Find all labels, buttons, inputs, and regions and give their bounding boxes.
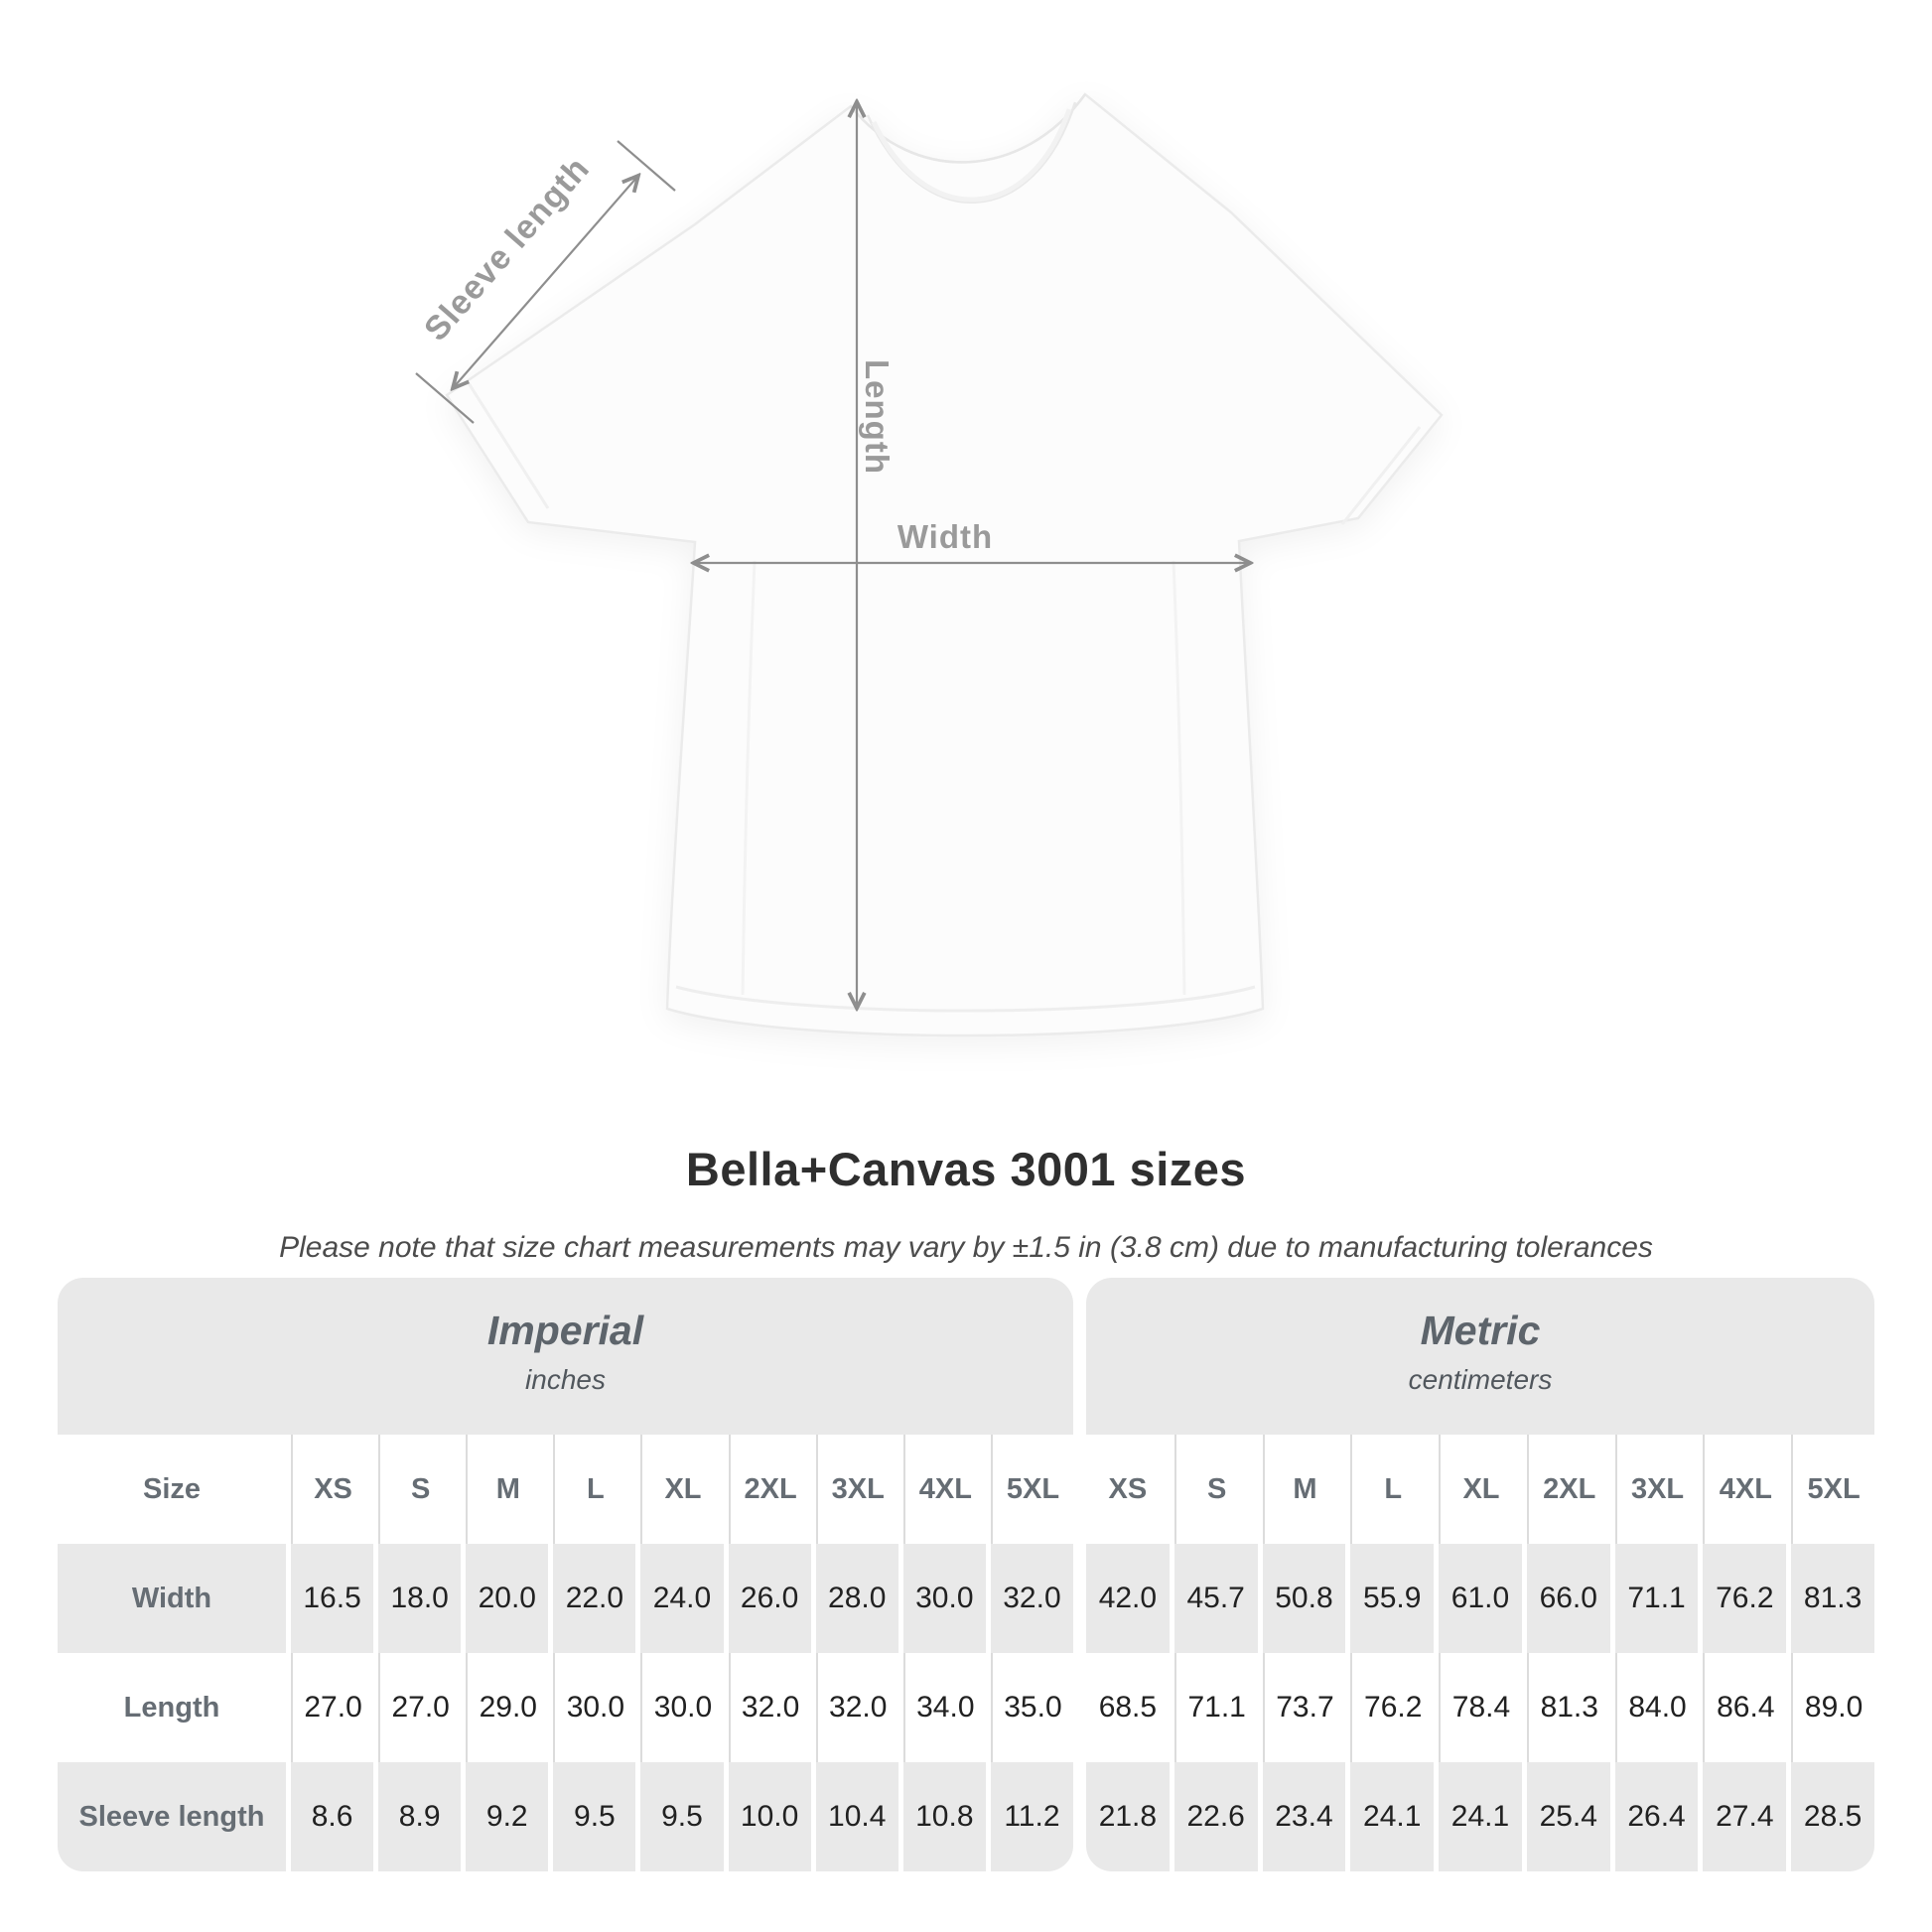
- unit-group-unit: inches: [525, 1363, 606, 1395]
- value-cell: 26.0: [728, 1544, 811, 1653]
- value-cell: 86.4: [1703, 1653, 1787, 1762]
- size-col-header: XS: [291, 1435, 374, 1544]
- size-col-header: 5XL: [1791, 1435, 1874, 1544]
- value-cell: 22.6: [1173, 1762, 1258, 1871]
- imperial-header: Imperial inches: [58, 1278, 1073, 1435]
- value-cell: 10.0: [728, 1762, 811, 1871]
- size-col-header: XL: [640, 1435, 724, 1544]
- value-cell: 71.1: [1614, 1544, 1699, 1653]
- value-cell: 18.0: [378, 1544, 462, 1653]
- value-cell: 24.1: [1439, 1762, 1522, 1871]
- size-col-header: S: [1173, 1435, 1258, 1544]
- value-cell: 81.3: [1526, 1653, 1610, 1762]
- value-cell: 68.5: [1086, 1653, 1170, 1762]
- tshirt-diagram: Length Width Sleeve length: [415, 92, 1444, 1037]
- value-cell: 11.2: [990, 1762, 1073, 1871]
- metric-block: Metric centimeters XS S M L XL 2XL 3XL 4XL 5XL 42…: [1086, 1278, 1874, 1871]
- unit-group-name: Metric: [1420, 1307, 1541, 1353]
- value-cell: 23.4: [1262, 1762, 1346, 1871]
- width-label: Width: [897, 518, 993, 555]
- value-cell: 22.0: [553, 1544, 636, 1653]
- value-cell: 26.4: [1614, 1762, 1699, 1871]
- length-label: Length: [859, 359, 896, 475]
- value-cell: 24.1: [1350, 1762, 1435, 1871]
- value-cell: 8.9: [378, 1762, 462, 1871]
- value-cell: 81.3: [1791, 1544, 1874, 1653]
- size-col-header: L: [1350, 1435, 1435, 1544]
- value-cell: 30.0: [640, 1653, 724, 1762]
- unit-group-name: Imperial: [486, 1307, 644, 1353]
- value-cell: 9.2: [466, 1762, 549, 1871]
- value-cell: 9.5: [640, 1762, 724, 1871]
- value-cell: 84.0: [1614, 1653, 1699, 1762]
- row-label: Sleeve length: [58, 1762, 286, 1871]
- value-cell: 29.0: [466, 1653, 549, 1762]
- value-cell: 55.9: [1350, 1544, 1435, 1653]
- size-col-header: XS: [1086, 1435, 1170, 1544]
- tshirt-image: [445, 92, 1444, 1037]
- value-cell: 71.1: [1173, 1653, 1258, 1762]
- value-cell: 28.5: [1791, 1762, 1874, 1871]
- size-col-header: 5XL: [990, 1435, 1073, 1544]
- size-col-header: L: [553, 1435, 636, 1544]
- value-cell: 28.0: [815, 1544, 898, 1653]
- value-cell: 66.0: [1526, 1544, 1610, 1653]
- unit-group-unit: centimeters: [1408, 1363, 1553, 1395]
- size-col-header: S: [378, 1435, 462, 1544]
- value-cell: 78.4: [1439, 1653, 1522, 1762]
- value-cell: 27.4: [1703, 1762, 1787, 1871]
- value-cell: 32.0: [815, 1653, 898, 1762]
- value-cell: 10.4: [815, 1762, 898, 1871]
- value-cell: 34.0: [902, 1653, 986, 1762]
- size-table: Imperial inches Size XS S M L XL 2XL 3XL 4XL 5XL W…: [58, 1278, 1874, 1871]
- value-cell: 25.4: [1526, 1762, 1610, 1871]
- width-dimension: Width: [695, 518, 1249, 563]
- value-cell: 20.0: [466, 1544, 549, 1653]
- page-title: Bella+Canvas 3001 sizes: [685, 1143, 1247, 1195]
- value-cell: 30.0: [553, 1653, 636, 1762]
- page-subtitle: Please note that size chart measurements…: [279, 1231, 1653, 1264]
- value-cell: 42.0: [1086, 1544, 1170, 1653]
- value-cell: 32.0: [990, 1544, 1073, 1653]
- value-cell: 35.0: [990, 1653, 1073, 1762]
- row-label: Width: [58, 1544, 286, 1653]
- value-cell: 10.8: [902, 1762, 986, 1871]
- size-col-header: XL: [1439, 1435, 1522, 1544]
- size-col-header: M: [1262, 1435, 1346, 1544]
- value-cell: 45.7: [1173, 1544, 1258, 1653]
- value-cell: 21.8: [1086, 1762, 1170, 1871]
- value-cell: 76.2: [1350, 1653, 1435, 1762]
- imperial-block: Imperial inches Size XS S M L XL 2XL 3XL 4XL 5XL W…: [58, 1278, 1073, 1871]
- value-cell: 32.0: [728, 1653, 811, 1762]
- value-cell: 27.0: [291, 1653, 374, 1762]
- size-col-header: 2XL: [1526, 1435, 1610, 1544]
- value-cell: 8.6: [291, 1762, 374, 1871]
- size-col-header: 3XL: [815, 1435, 898, 1544]
- size-col-header: 2XL: [728, 1435, 811, 1544]
- value-cell: 73.7: [1262, 1653, 1346, 1762]
- size-col-header: 4XL: [902, 1435, 986, 1544]
- value-cell: 89.0: [1791, 1653, 1874, 1762]
- size-col-header: M: [466, 1435, 549, 1544]
- value-cell: 30.0: [902, 1544, 986, 1653]
- value-cell: 16.5: [291, 1544, 374, 1653]
- size-row-label: Size: [58, 1435, 286, 1544]
- value-cell: 61.0: [1439, 1544, 1522, 1653]
- size-col-header: 3XL: [1614, 1435, 1699, 1544]
- value-cell: 9.5: [553, 1762, 636, 1871]
- row-label: Length: [58, 1653, 286, 1762]
- value-cell: 76.2: [1703, 1544, 1787, 1653]
- value-cell: 50.8: [1262, 1544, 1346, 1653]
- value-cell: 24.0: [640, 1544, 724, 1653]
- size-col-header: 4XL: [1703, 1435, 1787, 1544]
- metric-header: Metric centimeters: [1086, 1278, 1874, 1435]
- value-cell: 27.0: [378, 1653, 462, 1762]
